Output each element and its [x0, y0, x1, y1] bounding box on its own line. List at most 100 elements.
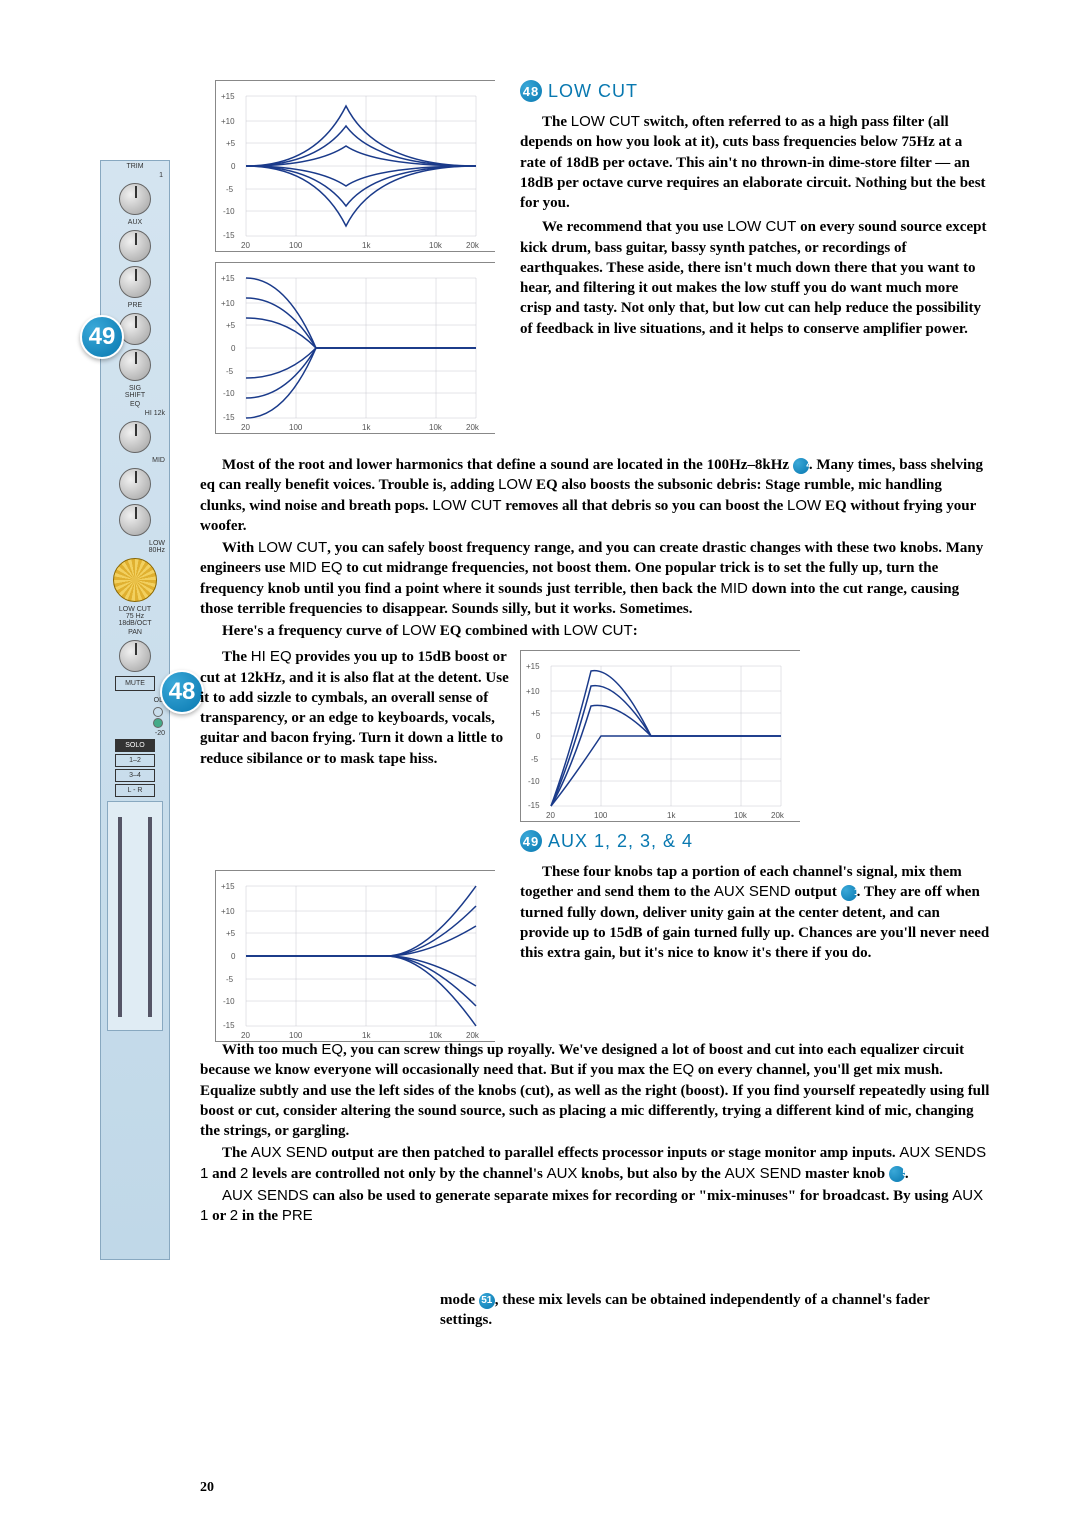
- svg-text:100: 100: [289, 1031, 303, 1040]
- channel-number: 1: [101, 172, 169, 179]
- low-cut-heading: 48 LOW CUT: [520, 80, 990, 102]
- eq-graph-low-shelf: +15 +10 +5 0 -5 -10 -15 20 100 1k 10k 20k: [215, 262, 495, 434]
- svg-text:+15: +15: [221, 92, 235, 101]
- svg-text:10k: 10k: [429, 241, 443, 250]
- svg-text:20: 20: [241, 1031, 250, 1040]
- lr-button[interactable]: L - R: [115, 784, 155, 797]
- solo-button[interactable]: SOLO: [115, 739, 155, 752]
- sig-led: [153, 718, 163, 728]
- svg-text:0: 0: [231, 952, 236, 961]
- svg-text:20: 20: [241, 423, 250, 432]
- svg-text:+15: +15: [526, 662, 540, 671]
- low-knob[interactable]: [113, 558, 157, 602]
- svg-text:100: 100: [289, 241, 303, 250]
- svg-text:-15: -15: [223, 1021, 235, 1030]
- svg-text:20: 20: [546, 811, 555, 820]
- fader[interactable]: [107, 801, 163, 1031]
- svg-text:1k: 1k: [362, 1031, 371, 1040]
- svg-text:+10: +10: [221, 299, 235, 308]
- mid-label: MID: [101, 457, 169, 464]
- svg-text:0: 0: [231, 162, 236, 171]
- svg-text:10k: 10k: [734, 811, 748, 820]
- section-aux: 49 AUX 1, 2, 3, & 4 These four knobs tap…: [520, 830, 990, 963]
- svg-text:+5: +5: [226, 929, 236, 938]
- svg-text:-5: -5: [226, 367, 234, 376]
- svg-text:0: 0: [231, 344, 236, 353]
- tail-text: mode 51, these mix levels can be obtaine…: [440, 1290, 980, 1331]
- heading-bubble-49: 49: [520, 830, 542, 852]
- ref-51: 51: [479, 1293, 495, 1309]
- heading-bubble-48: 48: [520, 80, 542, 102]
- pan-knob[interactable]: [119, 640, 151, 672]
- svg-text:-15: -15: [223, 413, 235, 422]
- callout-bubble-48: 48: [160, 670, 204, 714]
- low-cut-label: LOW CUT 75 Hz 18dB/OCT: [101, 606, 169, 627]
- svg-text:10k: 10k: [429, 1031, 443, 1040]
- callout-bubble-49: 49: [80, 315, 124, 359]
- svg-text:-10: -10: [223, 389, 235, 398]
- bottom-text-block: With too much EQ, you can screw things u…: [200, 1040, 990, 1226]
- svg-text:+10: +10: [526, 687, 540, 696]
- svg-text:100: 100: [289, 423, 303, 432]
- section-low-cut: 48 LOW CUT The LOW CUT switch, often ref…: [520, 80, 990, 339]
- pan-label: PAN: [101, 629, 169, 636]
- svg-text:20k: 20k: [466, 1031, 480, 1040]
- mid-freq-knob[interactable]: [119, 504, 151, 536]
- svg-text:+10: +10: [221, 907, 235, 916]
- trim-section: TRIM 1 AUX PRE SIG SHIFT EQ HI 12k MID L…: [101, 163, 169, 1031]
- aux-heading: 49 AUX 1, 2, 3, & 4: [520, 830, 990, 852]
- aux4-knob[interactable]: [119, 349, 151, 381]
- ref-53: 53: [889, 1166, 905, 1182]
- svg-text:1k: 1k: [362, 423, 371, 432]
- eq-graph-lowcut-combined: +15+10+5 0-5-10-15 201001k 10k20k: [520, 650, 800, 822]
- svg-text:20k: 20k: [771, 811, 785, 820]
- low-cut-p1: The LOW CUT switch, often referred to as…: [520, 112, 990, 213]
- aux1-knob[interactable]: [119, 230, 151, 262]
- svg-text:-10: -10: [528, 777, 540, 786]
- mute-button[interactable]: MUTE: [115, 676, 155, 691]
- svg-text:-15: -15: [223, 231, 235, 240]
- pre-label: PRE: [101, 302, 169, 309]
- svg-text:+15: +15: [221, 882, 235, 891]
- low-label: LOW 80Hz: [101, 540, 169, 554]
- aux3-knob[interactable]: [119, 313, 151, 345]
- hi-label: HI 12k: [101, 410, 169, 417]
- svg-text:-5: -5: [226, 185, 234, 194]
- neg20-label: -20: [101, 730, 169, 737]
- svg-text:-10: -10: [223, 207, 235, 216]
- hi-knob[interactable]: [119, 421, 151, 453]
- svg-text:10k: 10k: [429, 423, 443, 432]
- svg-text:20k: 20k: [466, 423, 480, 432]
- ol-led: [153, 707, 163, 717]
- eq-label: EQ: [101, 401, 169, 408]
- svg-text:+5: +5: [226, 321, 236, 330]
- svg-text:100: 100: [594, 811, 608, 820]
- eq-graph-mid: +15+10+5 0-5-10-15 201001k 10k20k: [215, 80, 495, 252]
- eq-graph-hi-shelf: +15 +10 +5 0 -5 -10 -15 20 100 1k 10k 20k: [215, 870, 495, 1042]
- bus-3-4-button[interactable]: 3–4: [115, 769, 155, 782]
- svg-text:+5: +5: [226, 139, 236, 148]
- svg-text:0: 0: [536, 732, 541, 741]
- svg-text:+15: +15: [221, 274, 235, 283]
- trim-label: TRIM: [101, 163, 169, 170]
- ref-47: 47: [793, 458, 809, 474]
- low-cut-p2: We recommend that you use LOW CUT on eve…: [520, 217, 990, 339]
- ref-17: 17: [841, 885, 857, 901]
- aux2-knob[interactable]: [119, 266, 151, 298]
- svg-text:-5: -5: [531, 755, 539, 764]
- bus-1-2-button[interactable]: 1–2: [115, 754, 155, 767]
- trim-knob[interactable]: [119, 183, 151, 215]
- svg-text:-5: -5: [226, 975, 234, 984]
- sig-shift-label: SIG SHIFT: [101, 385, 169, 399]
- aux-label: AUX: [101, 219, 169, 226]
- eq-graphs-top: +15 +10 +5 0 -5 -10 -15 20 100 1k 10k 20k: [215, 80, 495, 434]
- aux-title: AUX 1, 2, 3, & 4: [548, 831, 693, 852]
- low-cut-title: LOW CUT: [548, 81, 638, 102]
- svg-text:-15: -15: [528, 801, 540, 810]
- svg-text:-10: -10: [223, 997, 235, 1006]
- svg-text:1k: 1k: [667, 811, 676, 820]
- svg-text:20k: 20k: [466, 241, 480, 250]
- page-number: 20: [200, 1480, 214, 1496]
- aux-p1: These four knobs tap a portion of each c…: [520, 862, 990, 963]
- mid-knob[interactable]: [119, 468, 151, 500]
